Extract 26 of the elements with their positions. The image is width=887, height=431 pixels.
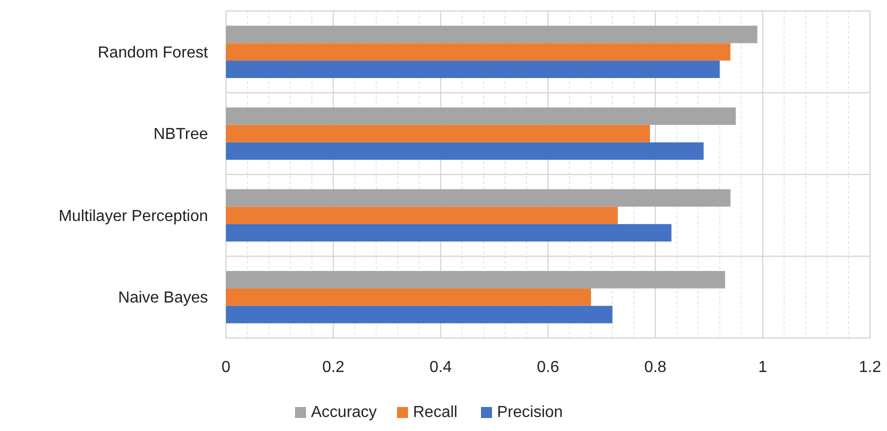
bar — [226, 107, 736, 125]
bar — [226, 306, 612, 324]
bar — [226, 224, 672, 242]
legend-label: Accuracy — [311, 404, 377, 421]
bar — [226, 60, 720, 78]
y-tick-label: Multilayer Perception — [58, 208, 208, 225]
bar — [226, 206, 618, 224]
bar — [226, 270, 726, 288]
x-tick-label: 0.4 — [430, 359, 452, 376]
bar — [226, 26, 758, 44]
y-tick-label: Naive Bayes — [118, 290, 208, 307]
x-tick-label: 0.2 — [322, 359, 345, 376]
legend-label: Recall — [413, 404, 458, 421]
x-tick-label: 0.6 — [536, 359, 560, 376]
x-tick-label: 1.2 — [858, 359, 882, 376]
legend-label: Precision — [497, 404, 563, 421]
bar — [226, 189, 730, 207]
bar — [226, 124, 650, 142]
y-tick-label: Random Forest — [98, 44, 209, 62]
y-tick-label: NBTree — [153, 126, 208, 144]
bar — [226, 43, 730, 61]
bar — [226, 288, 591, 306]
x-tick-label: 1 — [758, 359, 768, 376]
bar — [226, 142, 704, 160]
x-tick-label: 0 — [222, 359, 231, 376]
x-tick-label: 0.8 — [644, 359, 667, 376]
